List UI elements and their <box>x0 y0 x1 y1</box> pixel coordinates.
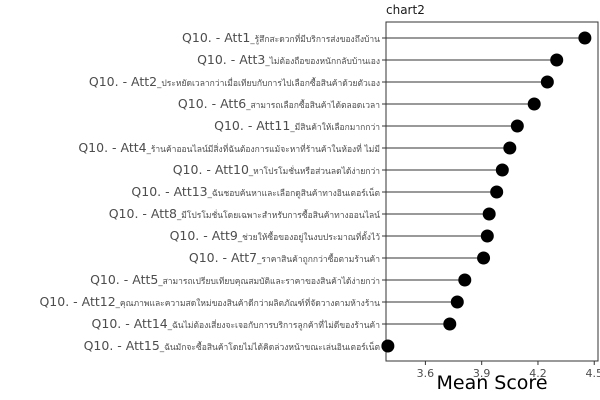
y-tick-label-description: _คุณภาพและความสดใหม่ของสินค้าดีกว่าผลิตภ… <box>115 297 381 309</box>
y-tick-label-code: Q10. - Att2 <box>89 74 157 89</box>
y-tick-label: Q10. - Att8_มีโปรโมชั่นโดยเฉพาะสำหรับการ… <box>109 206 380 221</box>
y-tick-label: Q10. - Att4_ร้านค้าออนไลน์มีสิ่งที่ฉันต้… <box>78 140 380 155</box>
y-tick-label-code: Q10. - Att15 <box>84 338 160 353</box>
lollipop-point <box>381 339 395 353</box>
y-tick-label-description: _ราคาสินค้าถูกกว่าซื้อตามร้านค้า <box>256 253 380 265</box>
y-tick-label-description: _ฉันมักจะซื้อสินค้าโดยไม่ได้คิดล่วงหน้าข… <box>159 341 380 353</box>
y-tick-label-code: Q10. - Att7 <box>189 250 257 265</box>
y-tick-label: Q10. - Att1_รู้สึกสะดวกที่มีบริการส่งของ… <box>182 30 380 45</box>
y-tick-label-description: _มีสินค้าให้เลือกมากกว่า <box>289 122 380 133</box>
y-tick-label-code: Q10. - Att12 <box>39 294 115 309</box>
y-tick-label-code: Q10. - Att14 <box>92 316 168 331</box>
y-tick-label: Q10. - Att2_ประหยัดเวลากว่าเมื่อเทียบกับ… <box>89 74 380 89</box>
lollipop-point <box>510 119 524 133</box>
y-tick-label-description: _ไม่ต้องถือของหนักกลับบ้านเอง <box>264 56 380 67</box>
y-tick-label: Q10. - Att13_ฉันชอบค้นหาและเลือกดูสินค้า… <box>131 184 380 199</box>
y-tick-label-code: Q10. - Att10 <box>173 162 249 177</box>
y-tick-label-description: _มีโปรโมชั่นโดยเฉพาะสำหรับการซื้อสินค้าท… <box>176 209 380 221</box>
lollipop-point <box>480 229 494 243</box>
y-tick-label-code: Q10. - Att4 <box>78 140 146 155</box>
y-tick-label: Q10. - Att6_สามารถเลือกซื้อสินค้าได้ตลอด… <box>178 96 380 111</box>
y-tick-label: Q10. - Att10_หาโปรโมชั่นหรือส่วนลดได้ง่า… <box>173 162 380 177</box>
lollipop-point <box>450 295 464 309</box>
x-tick-label: 3.6 <box>417 367 435 380</box>
lollipop-point <box>443 317 457 331</box>
lollipop-point <box>477 251 491 265</box>
x-tick-label: 3.9 <box>473 367 491 380</box>
y-tick-label-code: Q10. - Att5 <box>90 272 158 287</box>
y-tick-label: Q10. - Att12_คุณภาพและความสดใหม่ของสินค้… <box>39 294 380 309</box>
y-tick-label-code: Q10. - Att11 <box>214 118 290 133</box>
y-tick-label-description: _ฉันไม่ต้องเสี่ยงจะเจอกับการบริการลูกค้า… <box>167 319 380 331</box>
y-tick-label-code: Q10. - Att8 <box>109 206 177 221</box>
y-tick-label-description: _ช่วยให้ซื้อของอยู่ในงบประมาณที่ตั้งไว้ <box>237 231 380 243</box>
y-tick-label: Q10. - Att15_ฉันมักจะซื้อสินค้าโดยไม่ได้… <box>84 338 380 353</box>
y-tick-label-code: Q10. - Att13 <box>131 184 207 199</box>
lollipop-point <box>527 97 541 111</box>
lollipop-point <box>540 75 554 89</box>
y-tick-label-description: _รู้สึกสะดวกที่มีบริการส่งของถึงบ้าน <box>249 33 380 45</box>
lollipop-point <box>578 31 592 45</box>
y-tick-label-description: _ร้านค้าออนไลน์มีสิ่งที่ฉันต้องการแม้จะห… <box>146 143 380 155</box>
lollipop-point <box>503 141 517 155</box>
x-tick-label: 4.5 <box>585 367 600 380</box>
y-tick-label: Q10. - Att5_สามารถเปรียบเทียบคุณสมบัติแล… <box>90 272 380 287</box>
y-tick-label-description: _ประหยัดเวลากว่าเมื่อเทียบกับการไปเลือกซ… <box>156 77 380 89</box>
y-tick-label: Q10. - Att9_ช่วยให้ซื้อของอยู่ในงบประมาณ… <box>170 228 381 243</box>
y-tick-label: Q10. - Att11_มีสินค้าให้เลือกมากกว่า <box>214 118 380 133</box>
y-tick-label-code: Q10. - Att6 <box>178 96 246 111</box>
lollipop-point <box>550 53 564 67</box>
lollipop-point <box>458 273 472 287</box>
lollipop-point <box>495 163 509 177</box>
y-tick-label-description: _ฉันชอบค้นหาและเลือกดูสินค้าทางอินเตอร์เ… <box>207 187 380 199</box>
y-tick-label-description: _สามารถเลือกซื้อสินค้าได้ตลอดเวลา <box>245 99 380 111</box>
y-tick-label: Q10. - Att14_ฉันไม่ต้องเสี่ยงจะเจอกับการ… <box>92 316 380 331</box>
lollipop-point <box>482 207 496 221</box>
x-tick-label: 4.2 <box>529 367 547 380</box>
x-axis-title: Mean Score <box>436 372 548 394</box>
y-tick-label-code: Q10. - Att3 <box>197 52 265 67</box>
y-tick-label-description: _หาโปรโมชั่นหรือส่วนลดได้ง่ายกว่า <box>248 165 380 177</box>
y-tick-label: Q10. - Att7_ราคาสินค้าถูกกว่าซื้อตามร้าน… <box>189 250 380 265</box>
y-tick-label-description: _สามารถเปรียบเทียบคุณสมบัติและราคาของสิน… <box>157 276 380 287</box>
lollipop-point <box>490 185 504 199</box>
y-tick-label: Q10. - Att3_ไม่ต้องถือของหนักกลับบ้านเอง <box>197 52 380 67</box>
y-tick-label-code: Q10. - Att9 <box>170 228 238 243</box>
chart-title: chart2 <box>386 3 425 17</box>
y-tick-label-code: Q10. - Att1 <box>182 30 250 45</box>
